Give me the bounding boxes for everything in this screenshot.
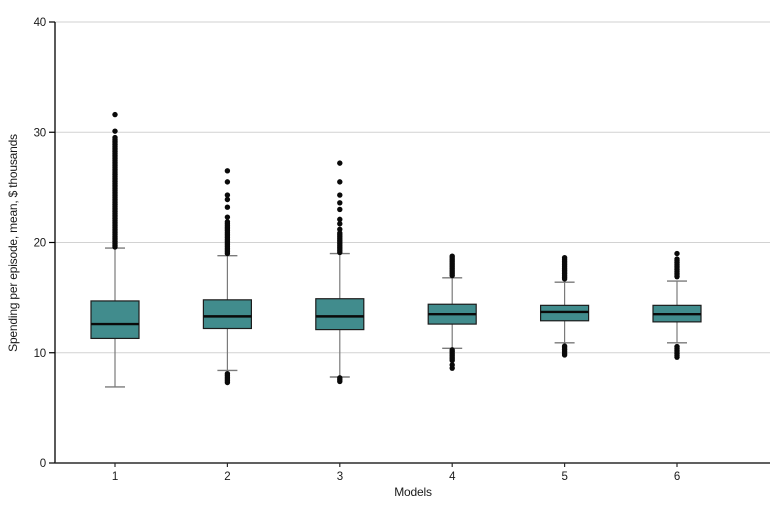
boxplot-model-3 <box>315 160 365 385</box>
outlier-dot <box>224 204 231 210</box>
outlier-dot <box>112 134 118 141</box>
boxplot-model-5 <box>539 255 590 358</box>
outlier-dot <box>224 179 231 185</box>
outlier-dot <box>674 250 680 257</box>
outlier-dot <box>112 128 118 134</box>
outlier-dot <box>224 196 231 203</box>
iqr-box <box>90 300 140 340</box>
outlier-dot <box>337 200 343 206</box>
x-tick-label: 1 <box>112 471 118 483</box>
outlier-dot <box>224 219 231 225</box>
outlier-dot <box>561 343 568 349</box>
outlier-dot <box>337 221 343 227</box>
outlier-dot <box>224 370 231 377</box>
boxplot-model-4 <box>427 253 477 371</box>
outlier-dot <box>337 375 343 381</box>
outlier-dot <box>337 216 343 223</box>
y-tick-label: 40 <box>34 17 46 29</box>
outlier-dot <box>112 111 118 118</box>
y-tick-label: 30 <box>34 127 46 139</box>
x-axis-title: Models <box>394 485 432 499</box>
outlier-dot <box>337 192 343 198</box>
y-tick-label: 10 <box>34 348 46 360</box>
iqr-box <box>315 298 365 331</box>
outlier-dot <box>337 179 343 185</box>
x-tick-label: 6 <box>674 471 680 483</box>
outlier-dot <box>337 160 343 166</box>
y-tick-label: 0 <box>40 458 46 470</box>
x-tick-label: 2 <box>224 471 230 483</box>
x-tick-label: 3 <box>337 471 343 483</box>
outlier-dot <box>449 347 455 353</box>
y-axis-title: Spending per episode, mean, $ thousands <box>6 134 20 352</box>
outlier-dot <box>224 192 231 198</box>
outlier-dot <box>224 214 231 220</box>
outlier-dot <box>449 362 455 368</box>
boxplot-model-2 <box>202 168 252 386</box>
outlier-dot <box>449 253 455 259</box>
x-tick-label: 5 <box>561 471 567 483</box>
y-tick-label: 20 <box>34 238 46 250</box>
outlier-dot <box>674 343 680 350</box>
outlier-dot <box>337 226 343 232</box>
boxplot-model-6 <box>652 250 702 360</box>
outlier-dot <box>337 230 343 236</box>
iqr-box <box>202 299 252 330</box>
outlier-dot <box>337 206 343 213</box>
boxplot-model-1 <box>90 111 140 388</box>
outlier-dot <box>561 255 568 261</box>
outlier-dot <box>224 168 231 174</box>
outlier-dot <box>674 256 680 262</box>
x-tick-label: 4 <box>449 471 456 483</box>
